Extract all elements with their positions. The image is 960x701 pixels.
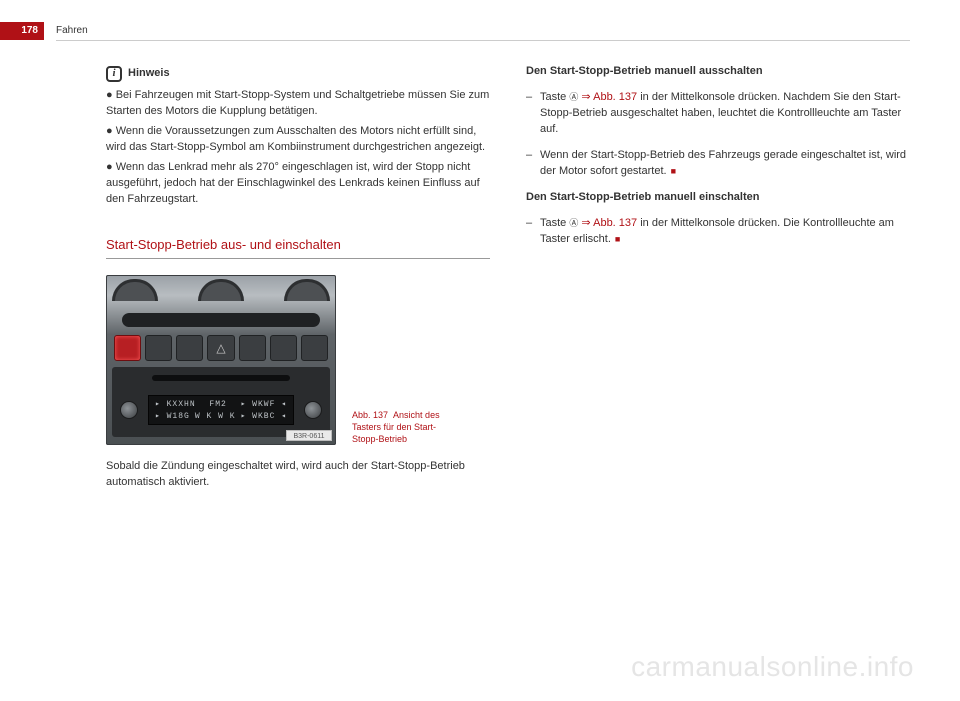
disp-text: ▸ KXXHN: [155, 399, 196, 411]
gauge-icon: [284, 279, 330, 301]
disp-text: ▸ WKWF ◂: [241, 399, 287, 411]
manual-page: 178 Fahren i Hinweis Bei Fahrzeugen mit …: [0, 0, 960, 701]
figure-image: △ ▸ KXXHN FM2 ▸ WKWF ◂: [106, 275, 336, 445]
dash-marker: –: [526, 216, 540, 248]
gauge-icon: [198, 279, 244, 301]
radio-face: ▸ KXXHN FM2 ▸ WKWF ◂ ▸ W18G W K W K ▸ WK…: [112, 367, 330, 437]
note-bullet: Bei Fahrzeugen mit Start-Stopp-System un…: [106, 88, 490, 120]
step-body: Taste Ⓐ ⇒ Abb. 137 in der Mittelkonsole …: [540, 216, 910, 248]
end-square-icon: ■: [671, 166, 676, 176]
ref-arrow: ⇒: [578, 217, 593, 229]
sub-heading-on: Den Start-Stopp-Betrieb manuell einschal…: [526, 190, 910, 206]
disp-text: ▸ W18G: [155, 411, 190, 423]
disp-text: W K W K: [195, 411, 236, 423]
radio-knob: [120, 401, 138, 419]
figure-caption: Abb. 137 Ansicht des Tasters für den Sta…: [352, 409, 456, 445]
chapter-title: Fahren: [56, 25, 88, 36]
disp-text: FM2: [209, 399, 226, 411]
figure-ref: Abb. 137: [352, 410, 388, 420]
end-square-icon: ■: [615, 234, 620, 244]
figure-wrap: △ ▸ KXXHN FM2 ▸ WKWF ◂: [106, 275, 490, 445]
watermark: carmanualsonline.info: [631, 651, 914, 683]
right-column: Den Start-Stopp-Betrieb manuell ausschal…: [526, 56, 910, 491]
radio-knob: [304, 401, 322, 419]
header-rule: [56, 40, 910, 41]
button-row: △: [114, 335, 328, 361]
note-bullet: Wenn die Voraussetzungen zum Ausschalten…: [106, 124, 490, 156]
figure-tag: B3R-0611: [286, 430, 332, 441]
note-bullet: Wenn das Lenkrad mehr als 270° eingeschl…: [106, 160, 490, 208]
dash-button: [301, 335, 328, 361]
procedure-step: – Taste Ⓐ ⇒ Abb. 137 in der Mittelkonsol…: [526, 216, 910, 248]
sub-heading-off: Den Start-Stopp-Betrieb manuell ausschal…: [526, 64, 910, 80]
step-text: Wenn der Start-Stopp-Betrieb des Fahrzeu…: [540, 149, 906, 177]
gauge-icon: [112, 279, 158, 301]
figure-reference: Abb. 137: [593, 91, 637, 103]
info-icon: i: [106, 66, 122, 82]
vent-slot: [122, 313, 320, 327]
dash-button: [270, 335, 297, 361]
start-stop-button-highlight: [114, 335, 141, 361]
section-heading: Start-Stopp-Betrieb aus- und einschalten: [106, 236, 490, 260]
procedure-step: – Wenn der Start-Stopp-Betrieb des Fahrz…: [526, 148, 910, 180]
step-body: Taste Ⓐ ⇒ Abb. 137 in der Mittelkonsole …: [540, 90, 910, 138]
dash-marker: –: [526, 148, 540, 180]
figure-reference: Abb. 137: [593, 217, 637, 229]
dash-button: [239, 335, 266, 361]
note-bullets: Bei Fahrzeugen mit Start-Stopp-System un…: [106, 88, 490, 208]
radio-display: ▸ KXXHN FM2 ▸ WKWF ◂ ▸ W18G W K W K ▸ WK…: [148, 395, 294, 425]
step-text: Taste: [540, 217, 569, 229]
note-title: Hinweis: [128, 66, 170, 82]
page-number-badge: 178: [0, 22, 44, 40]
step-body: Wenn der Start-Stopp-Betrieb des Fahrzeu…: [540, 148, 910, 180]
dash-marker: –: [526, 90, 540, 138]
content-columns: i Hinweis Bei Fahrzeugen mit Start-Stopp…: [0, 56, 910, 491]
figure-follow-text: Sobald die Zündung eingeschaltet wird, w…: [106, 459, 490, 491]
note-header: i Hinweis: [106, 66, 490, 82]
hazard-button: △: [207, 335, 234, 361]
disp-text: ▸ WKBC ◂: [241, 411, 287, 423]
dash-button: [176, 335, 203, 361]
page-header: 178 Fahren: [0, 22, 910, 44]
ref-arrow: ⇒: [578, 91, 593, 103]
step-text: Taste: [540, 91, 569, 103]
left-column: i Hinweis Bei Fahrzeugen mit Start-Stopp…: [106, 56, 490, 491]
procedure-step: – Taste Ⓐ ⇒ Abb. 137 in der Mittelkonsol…: [526, 90, 910, 138]
cd-slot: [152, 375, 290, 381]
dash-button: [145, 335, 172, 361]
